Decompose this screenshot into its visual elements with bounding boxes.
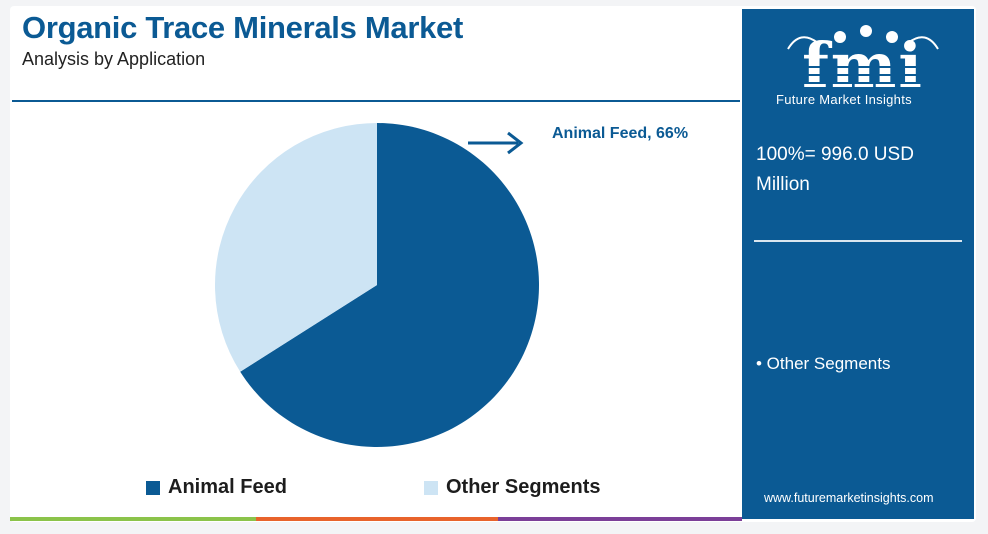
arrow-right-icon	[468, 131, 524, 155]
chart-subtitle: Analysis by Application	[22, 49, 206, 69]
bottom-accent-green	[10, 517, 256, 521]
pie-chart	[215, 123, 539, 448]
bottom-accent-orange	[256, 517, 498, 521]
legend-label: Animal Feed	[168, 476, 287, 498]
market-total: 100%= 996.0 USD Million	[756, 144, 914, 195]
legend-label: Other Segments	[446, 476, 601, 498]
panel-divider	[754, 240, 962, 242]
segment-list-item: • Other Segments	[756, 354, 891, 373]
pie-slice-other-segments	[215, 123, 377, 372]
slice-data-label: Animal Feed, 66%	[552, 125, 689, 142]
title-divider	[12, 100, 740, 102]
pie-slice-animal-feed	[240, 123, 539, 448]
fmi-logo: fmi	[787, 25, 939, 102]
bottom-accent-purple	[498, 517, 742, 521]
legend-swatch	[424, 480, 438, 495]
svg-text:fmi: fmi	[802, 29, 924, 102]
website-link[interactable]: www.futuremarketinsights.com	[764, 491, 934, 505]
info-panel: fmi Future Market Insights 100%= 996.0 U…	[742, 9, 974, 519]
legend-item-other-segments: Other Segments	[424, 476, 600, 499]
chart-title: Organic Trace Minerals Market	[22, 10, 463, 45]
brand-name: Future Market Insights	[776, 92, 912, 107]
legend-swatch	[146, 480, 160, 495]
legend-item-animal-feed: Animal Feed	[146, 476, 287, 499]
